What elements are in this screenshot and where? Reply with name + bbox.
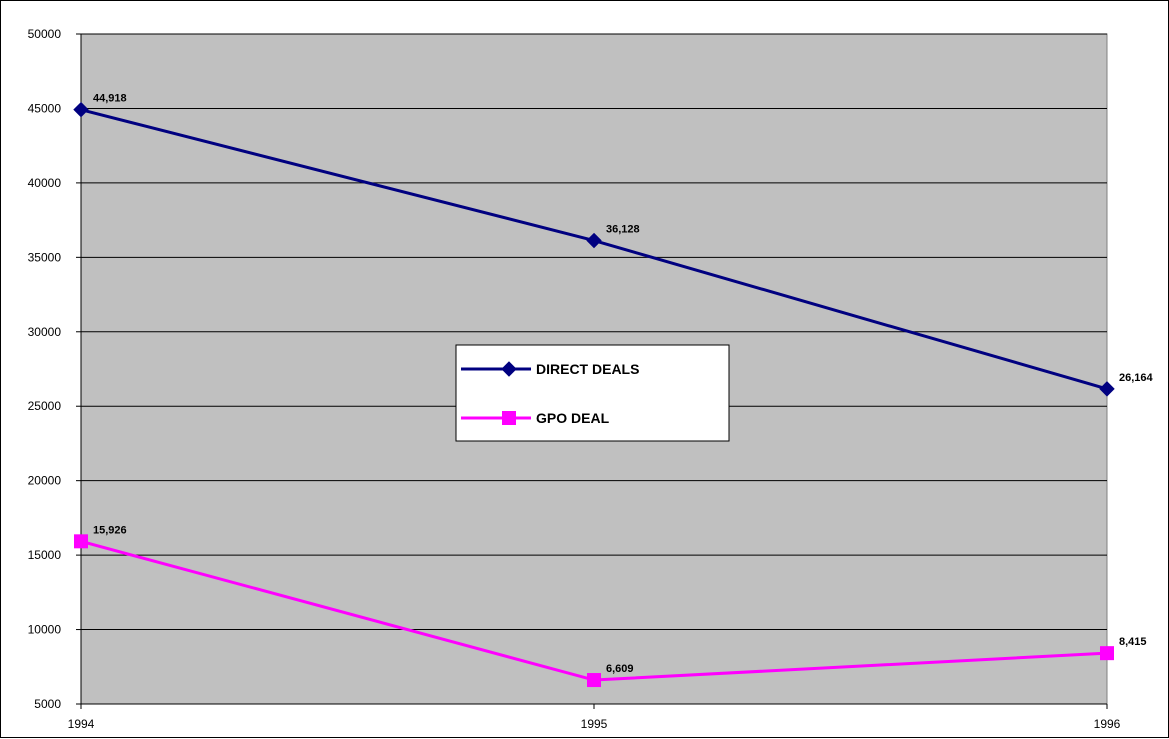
data-point — [1099, 381, 1115, 397]
y-tick-label: 5000 — [34, 697, 61, 711]
y-tick-labels: 5000 10000 15000 20000 25000 30000 35000 40000 4… — [28, 27, 62, 711]
legend-marker — [501, 361, 517, 377]
axes — [76, 33, 1108, 709]
data-label: 44,918 — [93, 93, 127, 105]
y-tick-label: 35000 — [28, 250, 62, 264]
legend: DIRECT DEALS GPO DEAL — [455, 344, 730, 442]
y-tick-label: 15000 — [28, 548, 62, 562]
y-tick-label: 40000 — [28, 176, 62, 190]
y-tick-label: 30000 — [28, 325, 62, 339]
x-tick-label: 1995 — [581, 717, 608, 731]
legend-label: GPO DEAL — [536, 410, 610, 426]
data-labels: 44,918 36,128 26,164 15,926 6,609 8,415 — [93, 93, 1154, 675]
data-label: 15,926 — [93, 524, 127, 536]
series — [73, 101, 1115, 688]
data-point — [1100, 646, 1114, 661]
y-tick-label: 50000 — [28, 27, 62, 41]
legend-box — [455, 344, 730, 442]
legend-label: DIRECT DEALS — [536, 361, 639, 377]
x-tick-label: 1996 — [1094, 717, 1121, 731]
series-1 — [74, 534, 1114, 688]
data-label: 8,415 — [1119, 636, 1147, 648]
y-tick-label: 10000 — [28, 623, 62, 637]
x-tick-label: 1994 — [68, 717, 95, 731]
x-tick-labels: 1994 1995 1996 — [68, 717, 1121, 731]
y-tick-label: 45000 — [28, 101, 62, 115]
legend-item: DIRECT DEALS — [461, 361, 639, 377]
gridlines — [81, 33, 1107, 631]
y-tick-label: 20000 — [28, 474, 62, 488]
data-point — [586, 232, 602, 249]
data-label: 26,164 — [1119, 372, 1154, 384]
legend-marker — [502, 411, 516, 425]
data-point — [587, 673, 601, 688]
y-tick-label: 25000 — [28, 399, 62, 413]
data-point — [74, 534, 88, 549]
data-label: 36,128 — [606, 224, 640, 236]
legend-item: GPO DEAL — [461, 410, 610, 426]
data-point — [73, 101, 89, 118]
data-label: 6,609 — [606, 663, 634, 675]
series-0 — [73, 101, 1115, 397]
